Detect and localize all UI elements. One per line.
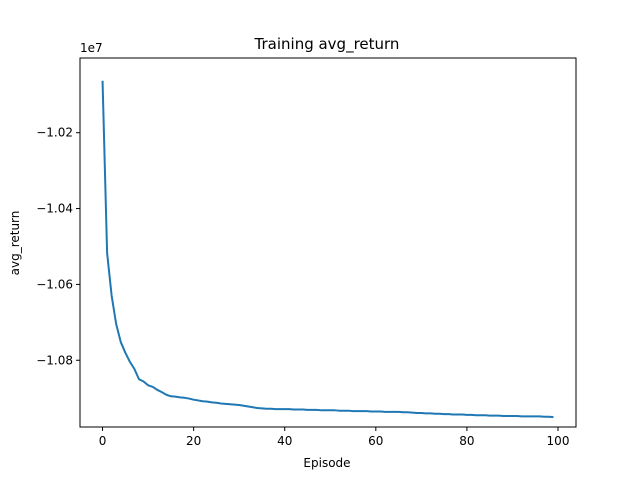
- x-tick-label: 80: [459, 434, 474, 448]
- y-tick-label: −1.04: [36, 202, 73, 216]
- y-offset-label: 1e7: [80, 41, 103, 55]
- axes-frame: [79, 57, 577, 428]
- y-tick-label: −1.08: [36, 353, 73, 367]
- y-tick-label: −1.06: [36, 277, 73, 291]
- x-tick-label: 60: [368, 434, 383, 448]
- x-tick-label: 20: [186, 434, 201, 448]
- ticks-layer: 0 20 40 60 80 100 −1.08 −1.06 −1.04 −1.02: [36, 126, 569, 448]
- x-tick-label: 100: [547, 434, 570, 448]
- y-axis-label: avg_return: [8, 211, 22, 276]
- y-tick-label: −1.02: [36, 126, 73, 140]
- chart-title: Training avg_return: [254, 35, 400, 54]
- series-line: [101, 80, 554, 419]
- x-axis-label: Episode: [303, 456, 350, 470]
- plot-layer: [101, 80, 554, 419]
- x-tick-label: 0: [99, 434, 107, 448]
- x-tick-label: 40: [277, 434, 292, 448]
